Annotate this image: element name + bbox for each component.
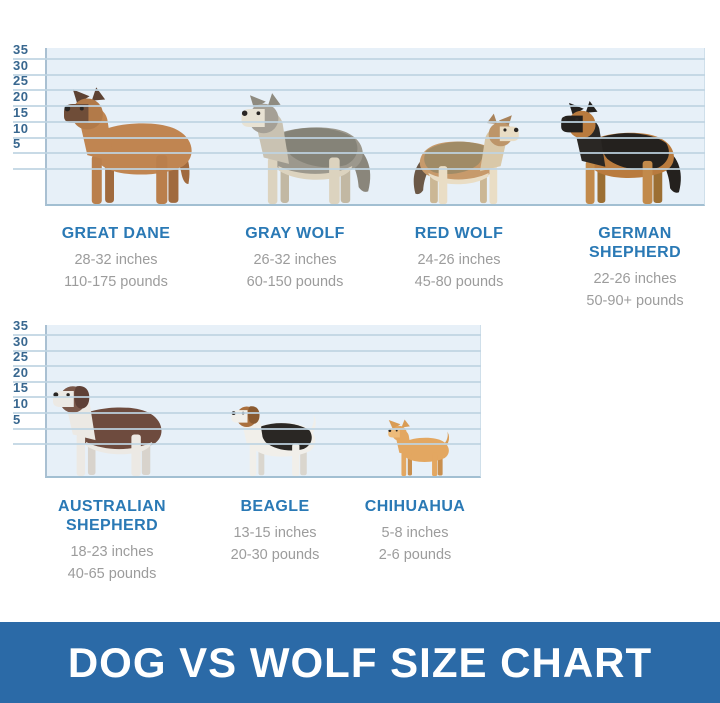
breed-height: 18-23 inches: [70, 544, 154, 561]
breed-height: 13-15 inches: [233, 525, 317, 542]
gridline: [13, 427, 481, 430]
breed-weight: 110-175 pounds: [64, 273, 168, 290]
breed-height: 24-26 inches: [417, 252, 501, 269]
gridline: [13, 89, 705, 92]
breed-name: CHIHUAHUA: [364, 498, 466, 515]
breed-weight: 20-30 pounds: [230, 546, 320, 563]
breed-label-chihuahua: CHIHUAHUA 5-8 inches 2-6 pounds: [330, 497, 500, 567]
axis-tick-label: 15: [13, 104, 29, 120]
size-chart-top-row: 35 30 25 20 15 10 5: [13, 42, 705, 206]
gridline: [13, 396, 481, 399]
gridline: [13, 334, 481, 336]
breed-name: GERMAN SHEPHERD: [588, 225, 682, 262]
breed-label-great-dane: GREAT DANE 28-32 inches 110-175 pounds: [31, 224, 201, 294]
breed-label-australian-shepherd: AUSTRALIAN SHEPHERD 18-23 inches 40-65 pou…: [37, 497, 187, 586]
breed-name: RED WOLF: [414, 225, 504, 242]
breed-height: 28-32 inches: [74, 252, 158, 269]
gridline: [13, 167, 705, 170]
axis-tick-label: 15: [13, 380, 29, 396]
gridline: [13, 365, 481, 368]
breed-height: 5-8 inches: [381, 525, 449, 542]
chart-area: [45, 325, 481, 478]
breed-weight: 45-80 pounds: [414, 273, 504, 290]
axis-tick-label: 20: [13, 89, 29, 105]
breed-weight: 50-90+ pounds: [586, 293, 684, 310]
german-shepherd-illustration: [555, 98, 691, 204]
australian-shepherd-illustration: [47, 374, 178, 476]
gridline: [13, 349, 481, 352]
breed-weight: 40-65 pounds: [67, 566, 157, 583]
axis-tick-label: 20: [13, 364, 29, 380]
breed-label-red-wolf: RED WOLF 24-26 inches 45-80 pounds: [374, 224, 544, 294]
breed-weight: 2-6 pounds: [378, 546, 452, 563]
axis-tick-label: 10: [13, 120, 29, 136]
gridline: [13, 380, 481, 383]
breed-label-german-shepherd: GERMAN SHEPHERD 22-26 inches 50-90+ pounds: [565, 224, 705, 313]
chart-area: [45, 48, 705, 206]
size-chart-bottom-row: 35 30 25 20 15 10 5: [13, 318, 481, 478]
gridline: [13, 412, 481, 414]
axis-tick-label: 10: [13, 396, 29, 411]
axis-tick-label: 30: [13, 57, 29, 73]
breed-name: GRAY WOLF: [245, 225, 345, 242]
beagle-illustration: [227, 397, 328, 476]
gridline: [13, 120, 705, 123]
breed-name: GREAT DANE: [61, 225, 171, 242]
breed-weight: 60-150 pounds: [246, 273, 344, 290]
axis-tick-label: 25: [13, 349, 29, 365]
title-banner: DOG VS WOLF SIZE CHART: [0, 622, 720, 703]
gridline: [13, 152, 705, 155]
breed-label-beagle: BEAGLE 13-15 inches 20-30 pounds: [190, 497, 360, 567]
page-title: DOG VS WOLF SIZE CHART: [67, 638, 653, 686]
gridline: [13, 58, 705, 60]
breed-height: 22-26 inches: [593, 271, 677, 288]
breed-name: BEAGLE: [240, 498, 310, 515]
axis-tick-label: 30: [13, 333, 29, 349]
axis-tick-label: 35: [13, 42, 29, 57]
gridline: [13, 443, 481, 446]
great-dane-illustration: [57, 84, 211, 204]
gridline: [13, 136, 705, 139]
gray-wolf-illustration: [235, 90, 381, 204]
axis-tick-label: 5: [13, 411, 21, 427]
breed-height: 26-32 inches: [253, 252, 337, 269]
axis-tick-label: 35: [13, 318, 29, 333]
axis-tick-label: 5: [13, 136, 21, 152]
breed-name: AUSTRALIAN SHEPHERD: [58, 498, 166, 535]
gridline: [13, 73, 705, 76]
gridline: [13, 105, 705, 108]
red-wolf-illustration: [405, 111, 524, 204]
breed-label-gray-wolf: GRAY WOLF 26-32 inches 60-150 pounds: [210, 224, 380, 294]
axis-tick-label: 25: [13, 73, 29, 89]
